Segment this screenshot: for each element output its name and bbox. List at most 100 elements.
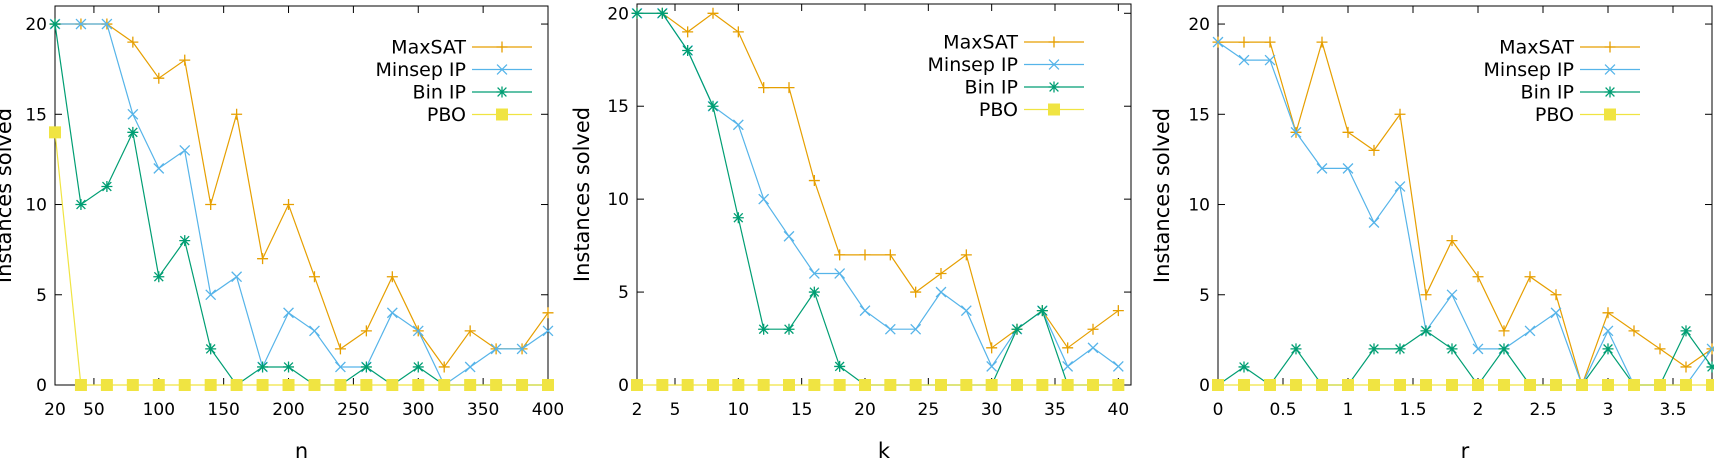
data-point-minsep-ip [179, 144, 191, 156]
data-point-pbo [464, 379, 477, 391]
data-point-maxsat [1342, 126, 1354, 138]
data-point-bin-ip [1420, 325, 1432, 337]
data-point-pbo [1446, 379, 1458, 391]
series-pbo [49, 126, 554, 391]
data-point-minsep-ip [1342, 163, 1354, 174]
series-line-maxsat [637, 12, 1119, 349]
data-point-pbo [412, 379, 425, 391]
data-point-pbo [681, 379, 694, 391]
y-tick-label: 20 [25, 15, 47, 35]
legend-label-pbo: PBO [979, 99, 1018, 121]
x-tick-label: 0 [1213, 400, 1224, 420]
y-tick-label: 10 [1188, 196, 1210, 216]
data-point-bin-ip [1446, 343, 1458, 355]
x-tick-label: 20 [44, 400, 66, 420]
data-point-bin-ip [1680, 325, 1692, 337]
data-point-bin-ip [682, 44, 694, 56]
y-axis-label: Instances solved [1150, 108, 1174, 283]
data-point-maxsat [758, 82, 770, 94]
data-point-minsep-ip [231, 271, 243, 283]
data-point-bin-ip [732, 212, 744, 224]
data-point-maxsat [205, 199, 217, 211]
x-axis-label: n [295, 439, 308, 461]
data-point-minsep-ip [935, 286, 947, 298]
data-point-maxsat [1368, 144, 1380, 156]
x-tick-label: 50 [83, 400, 105, 420]
legend-marker-pbo [496, 108, 508, 121]
data-point-pbo [783, 379, 795, 391]
data-point-pbo [308, 379, 321, 391]
data-point-maxsat [884, 249, 896, 261]
y-tick-label: 20 [1188, 15, 1210, 35]
data-point-bin-ip [283, 361, 295, 373]
data-point-maxsat [1316, 36, 1328, 48]
x-tick-label: 10 [728, 400, 750, 420]
series-line-bin-ip [1217, 329, 1713, 387]
data-point-maxsat [231, 108, 243, 120]
data-point-pbo [490, 379, 503, 391]
y-tick-label: 5 [1199, 286, 1210, 306]
data-point-bin-ip [1036, 305, 1048, 317]
legend-marker-pbo [1048, 103, 1060, 116]
data-point-pbo [256, 379, 269, 391]
data-point-maxsat [1062, 342, 1074, 354]
data-point-bin-ip [179, 235, 191, 247]
data-point-maxsat [783, 82, 795, 94]
data-point-pbo [49, 126, 61, 139]
data-point-bin-ip [707, 100, 719, 112]
data-point-bin-ip [631, 7, 643, 19]
data-point-maxsat [1420, 289, 1432, 301]
x-tick-label: 2 [1473, 400, 1484, 420]
data-point-maxsat [308, 271, 320, 283]
data-point-maxsat [1628, 325, 1640, 337]
data-point-maxsat [464, 325, 476, 337]
data-point-minsep-ip [1316, 163, 1328, 174]
series-bin-ip [49, 18, 554, 391]
data-point-minsep-ip [1264, 54, 1276, 66]
data-point-minsep-ip [542, 325, 554, 337]
data-point-maxsat [257, 253, 269, 265]
data-point-pbo [282, 379, 295, 391]
data-point-maxsat [438, 361, 450, 373]
legend-label-minsep-ip: Minsep IP [376, 59, 466, 81]
data-point-minsep-ip [986, 361, 998, 372]
data-point-minsep-ip [127, 108, 139, 120]
data-point-bin-ip [360, 361, 372, 373]
data-point-pbo [1011, 379, 1023, 391]
x-tick-label: 2.5 [1529, 400, 1556, 420]
data-point-pbo [707, 379, 719, 391]
data-point-maxsat [360, 325, 372, 337]
data-point-minsep-ip [884, 323, 896, 335]
data-point-pbo [909, 379, 922, 391]
legend-marker-minsep-ip [1604, 64, 1616, 75]
series-line-maxsat [1218, 39, 1713, 387]
data-point-minsep-ip [1472, 343, 1484, 355]
data-point-pbo [1524, 379, 1536, 391]
series-minsep-ip [1212, 36, 1714, 391]
legend-marker-bin-ip [1604, 86, 1616, 98]
data-point-pbo [1576, 379, 1588, 391]
data-point-pbo [1112, 379, 1125, 391]
data-point-pbo [360, 379, 373, 391]
data-point-minsep-ip [834, 268, 846, 279]
series-line-maxsat [55, 23, 549, 369]
data-point-minsep-ip [1212, 36, 1224, 48]
data-point-pbo [1368, 379, 1380, 391]
data-point-pbo [100, 379, 113, 391]
data-point-minsep-ip [153, 163, 165, 174]
data-point-pbo [334, 379, 347, 391]
data-point-minsep-ip [516, 343, 528, 355]
series-bin-ip [631, 7, 1124, 391]
data-point-minsep-ip [1394, 181, 1406, 192]
data-point-pbo [126, 379, 139, 391]
plot-frame [1217, 5, 1713, 386]
data-point-bin-ip [49, 18, 61, 30]
data-point-minsep-ip [386, 307, 398, 319]
x-tick-label: 20 [854, 400, 876, 420]
x-tick-label: 3 [1603, 400, 1614, 420]
data-point-minsep-ip [960, 305, 972, 317]
data-point-pbo [1316, 379, 1328, 391]
legend-marker-pbo [1604, 108, 1616, 121]
data-point-maxsat [834, 249, 846, 261]
